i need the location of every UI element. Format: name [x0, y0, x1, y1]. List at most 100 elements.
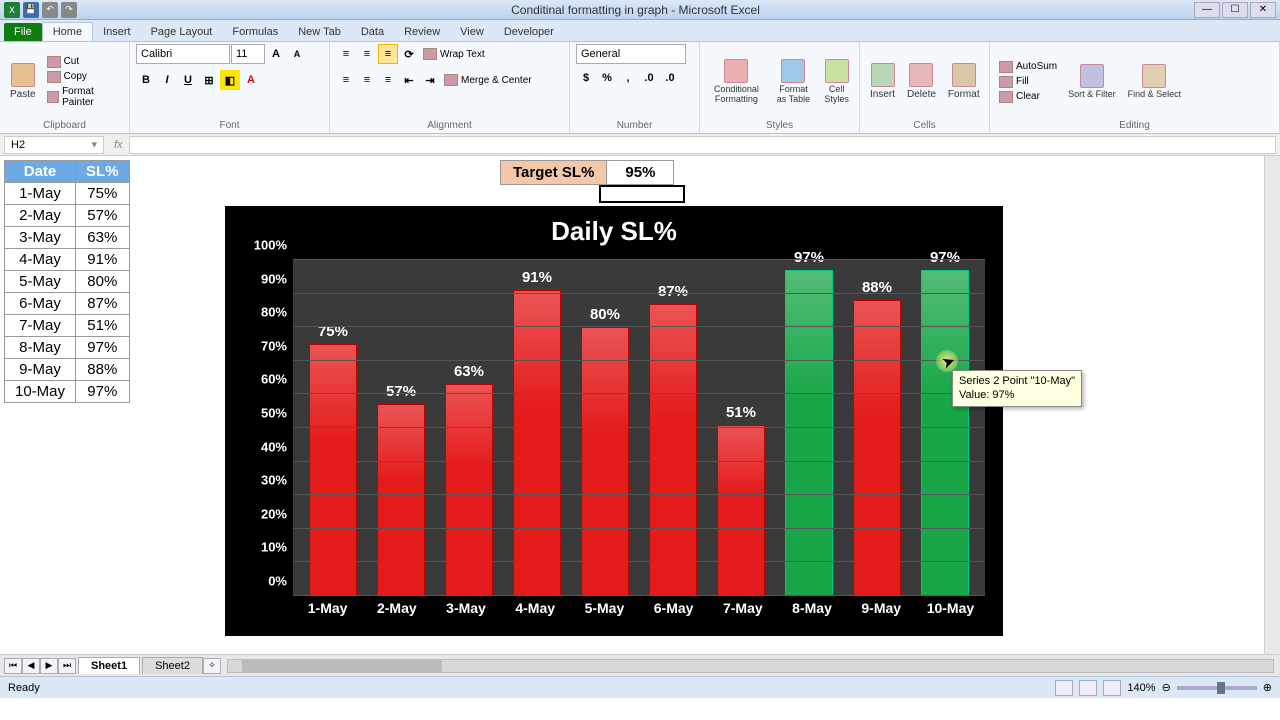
sheet-nav-prev[interactable]: ◀: [22, 658, 40, 674]
table-cell[interactable]: 5-May: [5, 271, 76, 293]
find-select-button[interactable]: Find & Select: [1124, 62, 1186, 102]
page-layout-view-button[interactable]: [1079, 680, 1097, 696]
table-cell[interactable]: 80%: [76, 271, 130, 293]
save-icon[interactable]: 💾: [23, 2, 39, 18]
table-cell[interactable]: 7-May: [5, 315, 76, 337]
tab-review[interactable]: Review: [394, 23, 450, 41]
cell-styles-button[interactable]: Cell Styles: [820, 57, 853, 107]
sheet-nav-first[interactable]: ⏮: [4, 658, 22, 674]
table-cell[interactable]: 6-May: [5, 293, 76, 315]
copy-button[interactable]: Copy: [44, 70, 123, 84]
percent-button[interactable]: %: [597, 68, 617, 88]
underline-button[interactable]: U: [178, 70, 198, 90]
delete-cells-button[interactable]: Delete: [903, 61, 940, 102]
maximize-button[interactable]: ☐: [1222, 2, 1248, 18]
active-cell-selection[interactable]: [599, 185, 685, 203]
undo-icon[interactable]: ↶: [42, 2, 58, 18]
header-date[interactable]: Date: [5, 161, 76, 183]
autosum-button[interactable]: AutoSum: [996, 60, 1060, 74]
bar[interactable]: 51%: [717, 425, 766, 596]
align-bottom-button[interactable]: ≡: [378, 44, 398, 64]
clear-button[interactable]: Clear: [996, 90, 1060, 104]
sort-filter-button[interactable]: Sort & Filter: [1064, 62, 1120, 102]
font-size-select[interactable]: 11: [231, 44, 265, 64]
font-color-button[interactable]: A: [241, 70, 261, 90]
currency-button[interactable]: $: [576, 68, 596, 88]
table-cell[interactable]: 63%: [76, 227, 130, 249]
table-cell[interactable]: 10-May: [5, 381, 76, 403]
fx-icon[interactable]: fx: [108, 139, 129, 151]
worksheet-area[interactable]: DateSL% 1-May75%2-May57%3-May63%4-May91%…: [0, 156, 1280, 654]
table-cell[interactable]: 87%: [76, 293, 130, 315]
bar[interactable]: 88%: [853, 300, 902, 596]
page-break-view-button[interactable]: [1103, 680, 1121, 696]
table-cell[interactable]: 88%: [76, 359, 130, 381]
table-cell[interactable]: 4-May: [5, 249, 76, 271]
bar[interactable]: 57%: [377, 404, 426, 596]
new-sheet-button[interactable]: ✧: [203, 658, 221, 674]
bar[interactable]: 75%: [309, 344, 358, 596]
header-sl[interactable]: SL%: [76, 161, 130, 183]
align-left-button[interactable]: ≡: [336, 70, 356, 90]
table-cell[interactable]: 8-May: [5, 337, 76, 359]
decrease-decimal-button[interactable]: .0: [660, 68, 680, 88]
table-cell[interactable]: 2-May: [5, 205, 76, 227]
bar[interactable]: 91%: [513, 290, 562, 596]
normal-view-button[interactable]: [1055, 680, 1073, 696]
wrap-text-button[interactable]: Wrap Text: [420, 44, 488, 64]
bar[interactable]: 87%: [649, 304, 698, 596]
tab-insert[interactable]: Insert: [93, 23, 141, 41]
formula-input[interactable]: [129, 136, 1276, 154]
format-cells-button[interactable]: Format: [944, 61, 984, 102]
fill-button[interactable]: Fill: [996, 75, 1060, 89]
increase-indent-button[interactable]: ⇥: [420, 70, 440, 90]
format-painter-button[interactable]: Format Painter: [44, 85, 123, 109]
table-cell[interactable]: 51%: [76, 315, 130, 337]
target-value[interactable]: 95%: [607, 160, 674, 185]
sheet-tab-1[interactable]: Sheet1: [78, 657, 140, 674]
align-center-button[interactable]: ≡: [357, 70, 377, 90]
bar[interactable]: 97%: [921, 270, 970, 596]
table-cell[interactable]: 1-May: [5, 183, 76, 205]
name-box[interactable]: H2▾: [4, 136, 104, 154]
font-name-select[interactable]: Calibri: [136, 44, 230, 64]
shrink-font-button[interactable]: A: [287, 44, 307, 64]
fill-color-button[interactable]: ◧: [220, 70, 240, 90]
align-top-button[interactable]: ≡: [336, 44, 356, 64]
chart[interactable]: Daily SL% 0%10%20%30%40%50%60%70%80%90%1…: [225, 206, 1003, 636]
table-cell[interactable]: 97%: [76, 337, 130, 359]
orientation-button[interactable]: ⟳: [399, 44, 419, 64]
table-cell[interactable]: 57%: [76, 205, 130, 227]
target-label[interactable]: Target SL%: [500, 160, 607, 185]
insert-cells-button[interactable]: Insert: [866, 61, 899, 102]
tab-file[interactable]: File: [4, 23, 42, 41]
italic-button[interactable]: I: [157, 70, 177, 90]
increase-decimal-button[interactable]: .0: [639, 68, 659, 88]
cut-button[interactable]: Cut: [44, 55, 123, 69]
grow-font-button[interactable]: A: [266, 44, 286, 64]
zoom-in-button[interactable]: ⊕: [1263, 681, 1272, 694]
table-cell[interactable]: 3-May: [5, 227, 76, 249]
excel-icon[interactable]: X: [4, 2, 20, 18]
horizontal-scrollbar[interactable]: [227, 659, 1274, 673]
tab-view[interactable]: View: [450, 23, 494, 41]
tab-developer[interactable]: Developer: [494, 23, 564, 41]
table-cell[interactable]: 91%: [76, 249, 130, 271]
minimize-button[interactable]: —: [1194, 2, 1220, 18]
decrease-indent-button[interactable]: ⇤: [399, 70, 419, 90]
bold-button[interactable]: B: [136, 70, 156, 90]
sheet-nav-next[interactable]: ▶: [40, 658, 58, 674]
comma-button[interactable]: ,: [618, 68, 638, 88]
format-as-table-button[interactable]: Format as Table: [771, 57, 817, 107]
tab-home[interactable]: Home: [42, 22, 93, 41]
merge-center-button[interactable]: Merge & Center: [441, 70, 535, 90]
bar[interactable]: 97%: [785, 270, 834, 596]
table-cell[interactable]: 75%: [76, 183, 130, 205]
zoom-slider[interactable]: [1177, 686, 1257, 690]
close-button[interactable]: ✕: [1250, 2, 1276, 18]
table-cell[interactable]: 9-May: [5, 359, 76, 381]
align-right-button[interactable]: ≡: [378, 70, 398, 90]
zoom-out-button[interactable]: ⊖: [1162, 681, 1171, 694]
bar[interactable]: 63%: [445, 384, 494, 596]
number-format-select[interactable]: General: [576, 44, 686, 64]
